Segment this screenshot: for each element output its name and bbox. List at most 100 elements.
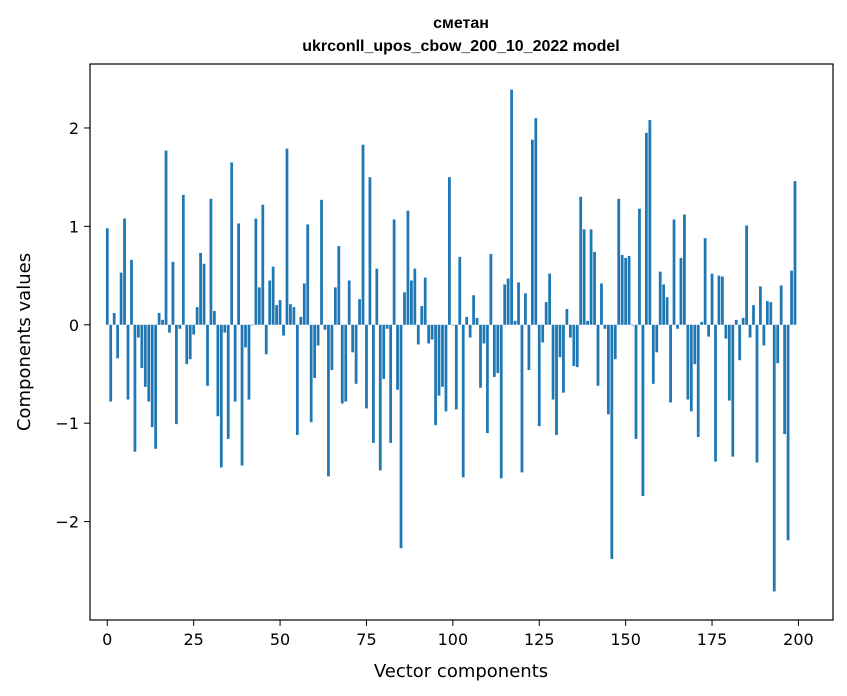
y-tick-label: 2 <box>69 119 79 138</box>
bar <box>413 268 417 325</box>
x-tick-label: 200 <box>783 630 814 649</box>
bar <box>721 276 724 325</box>
bar <box>206 324 209 386</box>
bar <box>233 324 237 402</box>
bar <box>105 228 109 325</box>
bar <box>634 324 638 439</box>
bar <box>707 324 710 337</box>
bar <box>676 324 679 329</box>
bar <box>223 324 227 333</box>
bar <box>613 324 617 360</box>
bar <box>610 324 614 559</box>
bar <box>752 305 755 325</box>
bar <box>461 324 465 478</box>
bar <box>330 324 334 371</box>
bar <box>385 324 389 329</box>
bar <box>727 324 731 401</box>
bar <box>133 324 137 452</box>
bar <box>489 253 493 325</box>
bar <box>759 286 762 325</box>
bar <box>486 324 489 434</box>
bar <box>520 324 524 473</box>
bar <box>541 324 545 343</box>
bar <box>147 324 151 402</box>
bar <box>638 208 641 325</box>
bar <box>513 320 517 325</box>
bar <box>188 324 192 360</box>
bar <box>119 272 123 325</box>
bar <box>257 287 261 325</box>
bar <box>347 280 351 325</box>
plot-frame <box>89 63 834 621</box>
bar <box>620 254 624 325</box>
bar <box>496 324 500 373</box>
x-tick-label: 0 <box>102 630 112 649</box>
bar <box>586 320 590 325</box>
bar <box>593 251 596 325</box>
bar <box>441 324 444 387</box>
y-tick-label: 0 <box>69 316 79 335</box>
y-tick-label: 1 <box>69 217 79 236</box>
bar <box>683 214 686 325</box>
bar <box>641 324 645 497</box>
bar <box>762 324 766 346</box>
bar <box>420 306 424 325</box>
bar <box>164 150 168 325</box>
bar <box>302 283 306 325</box>
bar <box>703 238 707 325</box>
x-tick-label: 100 <box>438 630 469 649</box>
bar <box>371 324 375 443</box>
bar <box>537 324 541 427</box>
bar <box>423 277 427 325</box>
bar <box>741 317 745 325</box>
x-tick-label: 125 <box>524 630 555 649</box>
bar <box>582 229 586 325</box>
bar <box>368 177 372 325</box>
bar <box>645 132 648 325</box>
bars-group <box>105 89 797 592</box>
bar <box>237 223 240 325</box>
bar <box>714 324 717 462</box>
bar <box>337 246 341 325</box>
x-tick-label: 50 <box>270 630 290 649</box>
bar <box>306 224 310 325</box>
bar <box>603 324 607 329</box>
bar <box>116 324 120 359</box>
bar <box>130 259 133 325</box>
bar <box>503 284 507 325</box>
bar <box>378 324 382 471</box>
bar <box>679 257 683 325</box>
bar <box>416 324 420 345</box>
bar <box>475 317 479 325</box>
bar <box>282 324 285 336</box>
bar <box>669 324 672 403</box>
bar <box>731 324 735 457</box>
bar <box>648 120 652 325</box>
bar <box>178 324 182 329</box>
bar <box>340 324 344 404</box>
bar <box>320 199 323 325</box>
bar <box>126 324 130 400</box>
bar <box>230 162 234 325</box>
bar <box>575 324 579 368</box>
bar <box>772 324 776 592</box>
bar <box>655 324 659 353</box>
bar <box>724 324 728 339</box>
bar <box>240 324 244 466</box>
bar <box>275 305 278 325</box>
bar <box>530 139 534 325</box>
bar <box>734 319 738 325</box>
bar <box>562 324 565 393</box>
bar <box>323 324 327 330</box>
bar <box>344 324 348 402</box>
bar <box>209 198 213 325</box>
bar <box>693 324 697 365</box>
bar <box>199 252 202 325</box>
bar <box>745 225 748 325</box>
bar <box>154 324 158 449</box>
bar <box>551 324 555 400</box>
bar <box>219 324 223 468</box>
bar <box>579 196 583 325</box>
bar <box>776 324 780 364</box>
bar <box>458 256 462 325</box>
